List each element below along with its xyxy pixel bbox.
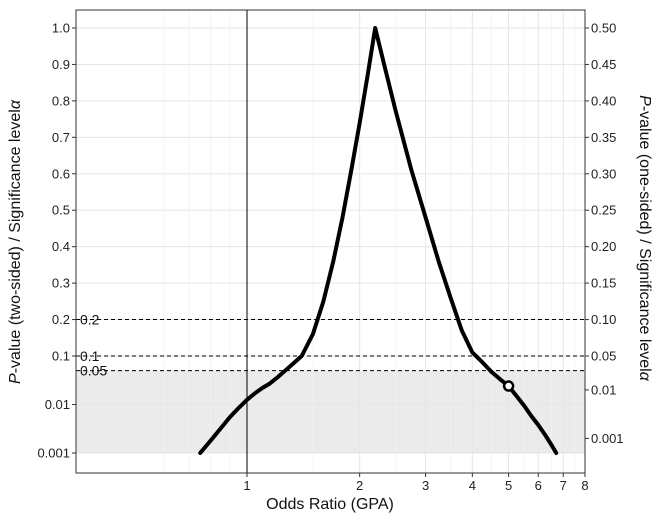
- y-right-tick-label: 0.001: [591, 431, 624, 446]
- x-tick-label: 6: [535, 478, 542, 493]
- y-right-tick-label: 0.50: [591, 21, 616, 36]
- reference-line-label: 0.2: [80, 312, 100, 328]
- y-right-tick-label: 0.20: [591, 239, 616, 254]
- panel-border-layer: [75, 9, 586, 474]
- significance-shaded-region: [76, 370, 585, 453]
- x-tick-label: 5: [505, 478, 512, 493]
- reference-lines-layer: 0.2 0.10.05: [76, 312, 585, 379]
- y-left-tick-label: 0.7: [52, 130, 70, 145]
- ticks-layer: 1 2 3 4 5 6 7 8 0.001 0.01 0.1 0.2 0.3 0.4 0.5 0.6 0.7 0.…: [37, 21, 623, 494]
- reference-line-label: 0.1: [80, 348, 100, 364]
- x-tick-label: 8: [581, 478, 588, 493]
- x-axis-title: Odds Ratio (GPA): [266, 496, 394, 513]
- x-tick-label: 4: [469, 478, 476, 493]
- y-axis-right-title: P-value (one-sided) / Significance level…: [636, 95, 653, 382]
- y-left-tick-label: 0.2: [52, 312, 70, 327]
- y-right-tick-label: 0.01: [591, 382, 616, 397]
- y-axis-left-title-p: P: [7, 373, 24, 384]
- y-right-tick-label: 0.35: [591, 130, 616, 145]
- y-left-tick-label: 0.4: [52, 239, 70, 254]
- x-tick-label: 7: [560, 478, 567, 493]
- y-left-tick-label: 0.8: [52, 93, 70, 108]
- y-right-tick-label: 0.05: [591, 349, 616, 364]
- y-right-tick-label: 0.15: [591, 276, 616, 291]
- shaded-region-layer: [76, 370, 585, 453]
- y-left-tick-label: 0.6: [52, 166, 70, 181]
- y-left-tick-label: 0.3: [52, 276, 70, 291]
- y-axis-right-title-text: -value (one-sided) / Significance level: [636, 106, 653, 372]
- y-axis-left-title: P-value (two-sided) / Significance level…: [7, 99, 24, 384]
- y-right-tick-label: 0.30: [591, 166, 616, 181]
- y-left-tick-label: 0.001: [37, 446, 70, 461]
- y-left-tick-label: 0.9: [52, 57, 70, 72]
- y-axis-left-title-text: -value (two-sided) / Significance level: [7, 109, 24, 373]
- x-tick-label: 1: [243, 478, 250, 493]
- y-left-tick-label: 1.0: [52, 21, 70, 36]
- panel-border: [75, 9, 586, 474]
- y-axis-left-title-alpha: α: [7, 99, 24, 109]
- y-right-tick-label: 0.45: [591, 57, 616, 72]
- p-value-function-curve: [198, 26, 559, 455]
- y-axis-right-title-p: P: [636, 95, 653, 106]
- y-axis-right-title-alpha: α: [636, 372, 653, 382]
- y-left-tick-label: 0.1: [52, 349, 70, 364]
- x-tick-label: 3: [422, 478, 429, 493]
- curve-layer: [198, 26, 559, 455]
- y-left-tick-label: 0.01: [45, 397, 70, 412]
- y-left-tick-label: 0.5: [52, 203, 70, 218]
- y-right-tick-label: 0.25: [591, 203, 616, 218]
- y-right-tick-label: 0.40: [591, 93, 616, 108]
- marked-point: [502, 380, 515, 392]
- x-tick-label: 2: [356, 478, 363, 493]
- y-right-tick-label: 0.10: [591, 312, 616, 327]
- reference-line-label: 0.05: [80, 363, 107, 379]
